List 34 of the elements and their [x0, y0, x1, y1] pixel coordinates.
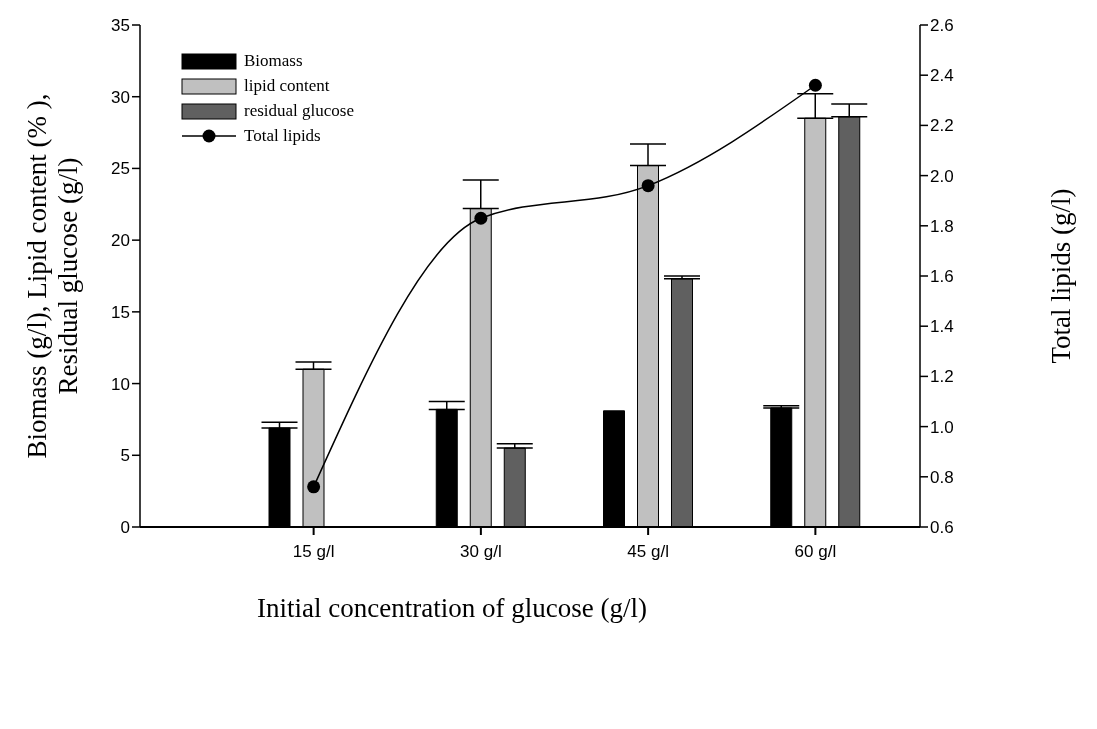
y2-tick-label: 1.2: [930, 367, 954, 387]
x-tick-label: 30 g/l: [460, 542, 502, 562]
y-axis-title: Biomass (g/l), Lipid content (% ), Residual glucose (g/l): [22, 93, 83, 459]
y-tick-label: 35: [111, 16, 130, 36]
point: [307, 480, 321, 494]
y2-axis-title: Total lipids (g/l): [1046, 188, 1076, 364]
x-tick-label: 45 g/l: [627, 542, 669, 562]
y2-tick-label: 2.4: [930, 66, 954, 86]
y2-tick-label: 1.8: [930, 216, 954, 236]
y-tick-label: 30: [111, 87, 130, 107]
y2-tick-label: 2.0: [930, 166, 954, 186]
x-axis-title: Initial concentration of glucose (g/l): [257, 593, 647, 623]
y-tick-label: 5: [120, 446, 130, 466]
y-tick-label: 25: [111, 159, 130, 179]
point: [474, 211, 488, 225]
x-tick-label: 15 g/l: [292, 542, 335, 562]
legend-label: residual glucose: [244, 100, 354, 121]
y2-tick-label: 2.6: [930, 16, 954, 36]
y2-tick-label: 0.8: [930, 467, 954, 487]
x-tick-label: 60 g/l: [794, 542, 837, 562]
legend-label: lipid content: [244, 75, 330, 96]
y-tick-label: 20: [111, 231, 130, 251]
y-tick-label: 0: [120, 518, 130, 538]
point: [808, 78, 822, 92]
legend-label: Biomass: [244, 50, 303, 71]
y2-tick-label: 1.0: [930, 417, 954, 437]
y-tick-label: 15: [111, 302, 130, 322]
y2-tick-label: 1.6: [930, 267, 954, 287]
y2-tick-label: 0.6: [930, 518, 954, 538]
point: [641, 179, 655, 193]
legend-label: Total lipids: [244, 125, 321, 146]
y2-tick-label: 2.2: [930, 116, 954, 136]
y2-tick-label: 1.4: [930, 317, 954, 337]
y-tick-label: 10: [111, 374, 130, 394]
